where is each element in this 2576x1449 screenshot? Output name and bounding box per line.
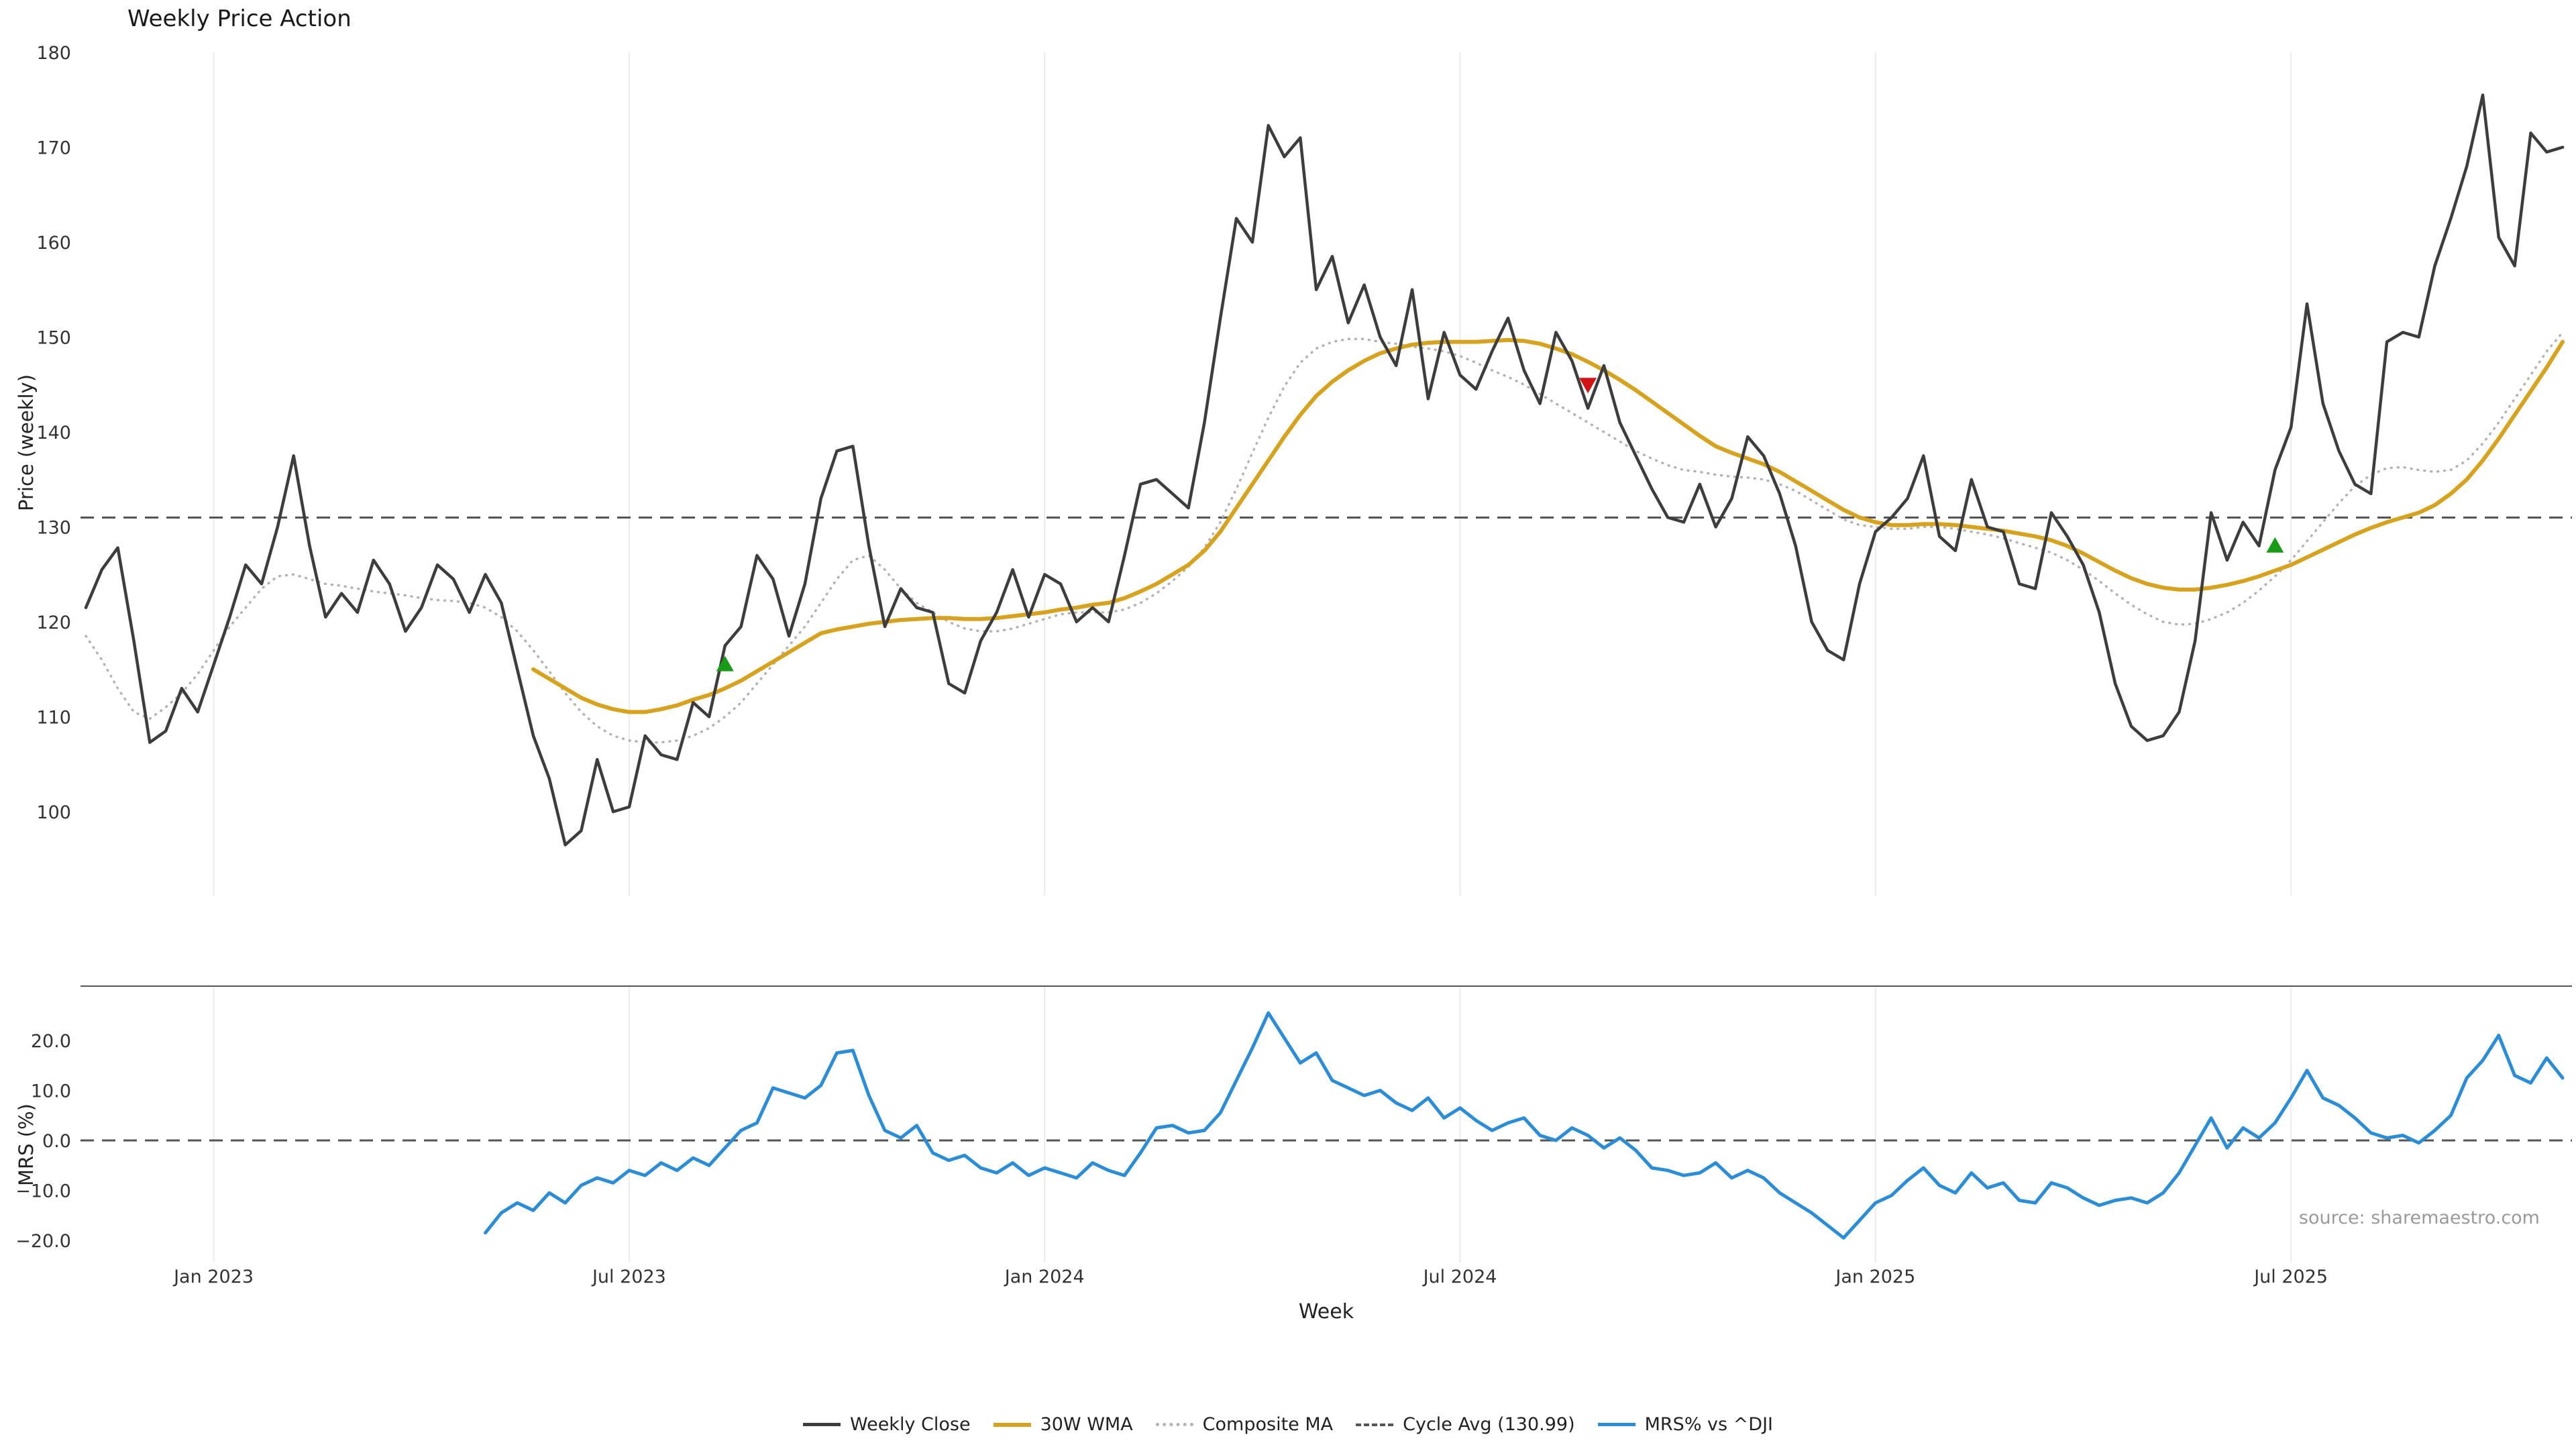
price-tick-label: 120 [36, 612, 71, 633]
buy-marker [716, 655, 734, 672]
mrs-tick-label: −10.0 [15, 1181, 71, 1202]
price-tick-label: 160 [36, 233, 71, 254]
legend-item-cycle-avg[interactable]: Cycle Avg (130.99) [1356, 1414, 1575, 1435]
legend-label: MRS% vs ^DJI [1644, 1414, 1774, 1435]
legend-item-wma[interactable]: 30W WMA [993, 1414, 1133, 1435]
wma-line [531, 337, 2565, 714]
price-tick-label: 170 [36, 138, 71, 159]
mrs-line [484, 1011, 2565, 1240]
mrs-tick-label: 0.0 [42, 1131, 71, 1152]
price-tick-label: 100 [36, 802, 71, 823]
x-tick-label: Jan 2024 [1004, 1267, 1085, 1287]
chart-title: Weekly Price Action [127, 5, 352, 32]
price-tick-label: 140 [36, 423, 71, 443]
source-note: source: sharemaestro.com [2298, 1208, 2540, 1228]
x-tick-label: Jul 2024 [1422, 1267, 1497, 1287]
weekly-close-line-icon [802, 1423, 841, 1426]
legend-label: Weekly Close [849, 1414, 971, 1435]
x-axis-label: Week [1298, 1300, 1354, 1324]
buy-marker [2266, 537, 2284, 553]
wma-line-icon [993, 1422, 1031, 1427]
mrs-tick-label: 10.0 [31, 1081, 71, 1102]
legend-item-weekly-close[interactable]: Weekly Close [802, 1414, 971, 1435]
chart-legend: Weekly Close 30W WMA Composite MA Cycle … [0, 1414, 2576, 1435]
composite-ma-line [85, 331, 2564, 744]
cycle-avg-line-icon [1356, 1423, 1394, 1426]
legend-item-mrs[interactable]: MRS% vs ^DJI [1597, 1414, 1774, 1435]
price-tick-label: 150 [36, 328, 71, 349]
legend-item-composite[interactable]: Composite MA [1155, 1414, 1334, 1435]
x-tick-label: Jul 2025 [2253, 1267, 2328, 1287]
legend-label: 30W WMA [1040, 1414, 1133, 1435]
legend-label: Composite MA [1202, 1414, 1334, 1435]
sell-marker [1579, 378, 1597, 394]
price-tick-label: 110 [36, 708, 71, 729]
x-tick-label: Jan 2023 [172, 1267, 254, 1287]
weekly-close-line [84, 93, 2565, 847]
x-tick-label: Jan 2025 [1834, 1267, 1915, 1287]
mrs-tick-label: 20.0 [31, 1031, 71, 1052]
composite-line-icon [1155, 1423, 1193, 1426]
mrs-line-icon [1597, 1423, 1635, 1426]
price-tick-label: 180 [36, 43, 71, 64]
legend-label: Cycle Avg (130.99) [1403, 1414, 1575, 1435]
price-tick-label: 130 [36, 518, 71, 539]
mrs-tick-label: −20.0 [15, 1231, 71, 1252]
x-tick-label: Jul 2023 [591, 1267, 666, 1287]
